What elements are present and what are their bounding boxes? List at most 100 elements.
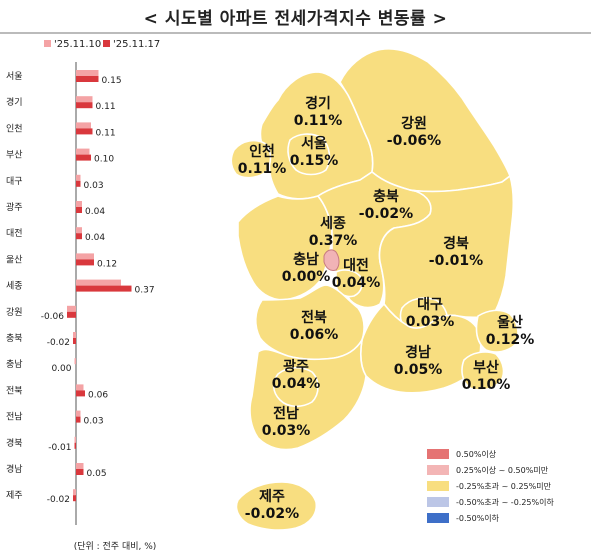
bar-prev	[76, 227, 82, 234]
category-label: 부산	[6, 150, 23, 161]
value-label: 0.03	[84, 417, 104, 427]
bar-prev	[73, 489, 76, 496]
category-label: 세종	[6, 281, 23, 292]
map-label-value: -0.01%	[429, 253, 483, 269]
category-label: 경남	[6, 463, 23, 475]
legend-label-prev: '25.11.10	[54, 39, 101, 50]
bar-prev	[76, 148, 90, 155]
bar-curr	[73, 495, 76, 502]
map-label-value: -0.06%	[387, 133, 441, 149]
map-legend-swatch	[427, 481, 449, 491]
bar-prev	[76, 174, 81, 181]
map-legend-swatch	[427, 465, 449, 475]
map-label-name: 경북	[443, 235, 469, 252]
map-label-value: 0.04%	[272, 376, 321, 392]
map-label-name: 울산	[497, 314, 523, 331]
bar-curr	[76, 469, 84, 475]
value-label: 0.11	[96, 102, 116, 112]
category-label: 충남	[6, 359, 23, 370]
map-label-value: 0.00%	[282, 269, 331, 285]
map-label-value: 0.11%	[238, 161, 287, 177]
map-label-value: 0.12%	[486, 332, 535, 348]
map-label-value: -0.02%	[245, 506, 299, 522]
region-busan	[461, 351, 505, 391]
korea-map	[230, 47, 519, 531]
map-label-value: 0.05%	[394, 362, 443, 378]
map-legend-label: -0.50%초과 ~ -0.25%이하	[456, 497, 554, 507]
title-bar: < 시도별 아파트 전세가격지수 변동률 >	[0, 0, 591, 32]
category-label: 제주	[6, 490, 23, 501]
chart-title: < 시도별 아파트 전세가격지수 변동률 >	[143, 8, 448, 29]
map-legend-label: -0.25%초과 ~ 0.25%미만	[456, 482, 552, 491]
map-label-name: 대전	[343, 257, 369, 274]
bar-prev	[74, 358, 76, 365]
region-jeju	[235, 481, 318, 531]
value-label: 0.15	[102, 76, 122, 86]
bar-curr	[76, 207, 82, 213]
bar-curr	[76, 102, 93, 109]
bar-prev	[76, 384, 84, 391]
region-gwangju	[272, 366, 319, 408]
map-legend-label: -0.50%이하	[456, 513, 500, 523]
category-label: 인천	[6, 123, 23, 134]
map-label-value: 0.03%	[406, 314, 455, 330]
category-label: 서울	[6, 71, 23, 82]
bar-prev	[67, 305, 76, 312]
category-label: 충북	[6, 333, 23, 344]
category-label: 강원	[6, 307, 23, 318]
bar-prev	[74, 436, 76, 443]
map-label-name: 강원	[401, 115, 427, 132]
map-label-name: 부산	[473, 359, 499, 376]
value-label: 0.04	[85, 207, 105, 217]
bar-plot: 서울 0.15 경기 0.11 인천 0.11 부산 0.10 대구 0.03 광주 0.04 대전 0.…	[6, 62, 155, 525]
bar-curr	[67, 311, 76, 318]
map-label-name: 전남	[273, 405, 299, 422]
value-label: -0.02	[47, 495, 70, 505]
map-label-value: 0.15%	[290, 153, 339, 169]
bar-prev	[73, 332, 76, 338]
value-label: 0.06	[88, 390, 108, 400]
category-label: 광주	[6, 201, 23, 213]
bar-curr	[74, 442, 76, 449]
map-label-value: -0.02%	[359, 206, 413, 222]
map-label-name: 경기	[305, 95, 331, 112]
map-label-value: 0.10%	[462, 377, 511, 393]
map-legend-swatch	[427, 497, 449, 507]
map-label-name: 충남	[293, 251, 319, 268]
value-label: 0.03	[84, 181, 104, 191]
bar-curr	[76, 390, 85, 397]
map-label-name: 인천	[249, 143, 275, 160]
bar-curr	[76, 285, 132, 292]
value-label: 0.05	[87, 469, 107, 479]
bar-curr	[76, 128, 93, 135]
bar-curr	[76, 76, 99, 82]
map-label-name: 경남	[405, 344, 431, 361]
category-label: 대전	[6, 228, 23, 239]
bar-curr	[76, 233, 82, 240]
legend-label-curr: '25.11.17	[113, 39, 160, 50]
map-legend-swatch	[427, 513, 449, 523]
bar-prev	[76, 253, 94, 260]
title-divider	[0, 32, 591, 34]
map-label-name: 광주	[283, 358, 309, 375]
value-label: 0.11	[96, 128, 116, 138]
map-legend-label: 0.50%이상	[456, 449, 497, 459]
bar-prev	[76, 279, 121, 286]
bar-curr	[73, 338, 76, 344]
bar-legend: '25.11.10 '25.11.17	[44, 39, 160, 50]
bar-prev	[76, 410, 81, 417]
value-label: 0.37	[135, 286, 155, 296]
map-legend-label: 0.25%이상 ~ 0.50%미만	[456, 465, 549, 475]
map-label-name: 서울	[301, 135, 327, 152]
region-seoul	[287, 133, 331, 176]
legend-swatch-curr	[103, 40, 110, 47]
value-label: 0.10	[94, 155, 114, 165]
bar-curr	[76, 259, 94, 266]
map-label-value: 0.11%	[294, 113, 343, 129]
bar-curr	[76, 154, 91, 161]
map-label-value: 0.06%	[290, 327, 339, 343]
value-label: 0.04	[85, 233, 105, 243]
category-label: 대구	[6, 176, 23, 187]
